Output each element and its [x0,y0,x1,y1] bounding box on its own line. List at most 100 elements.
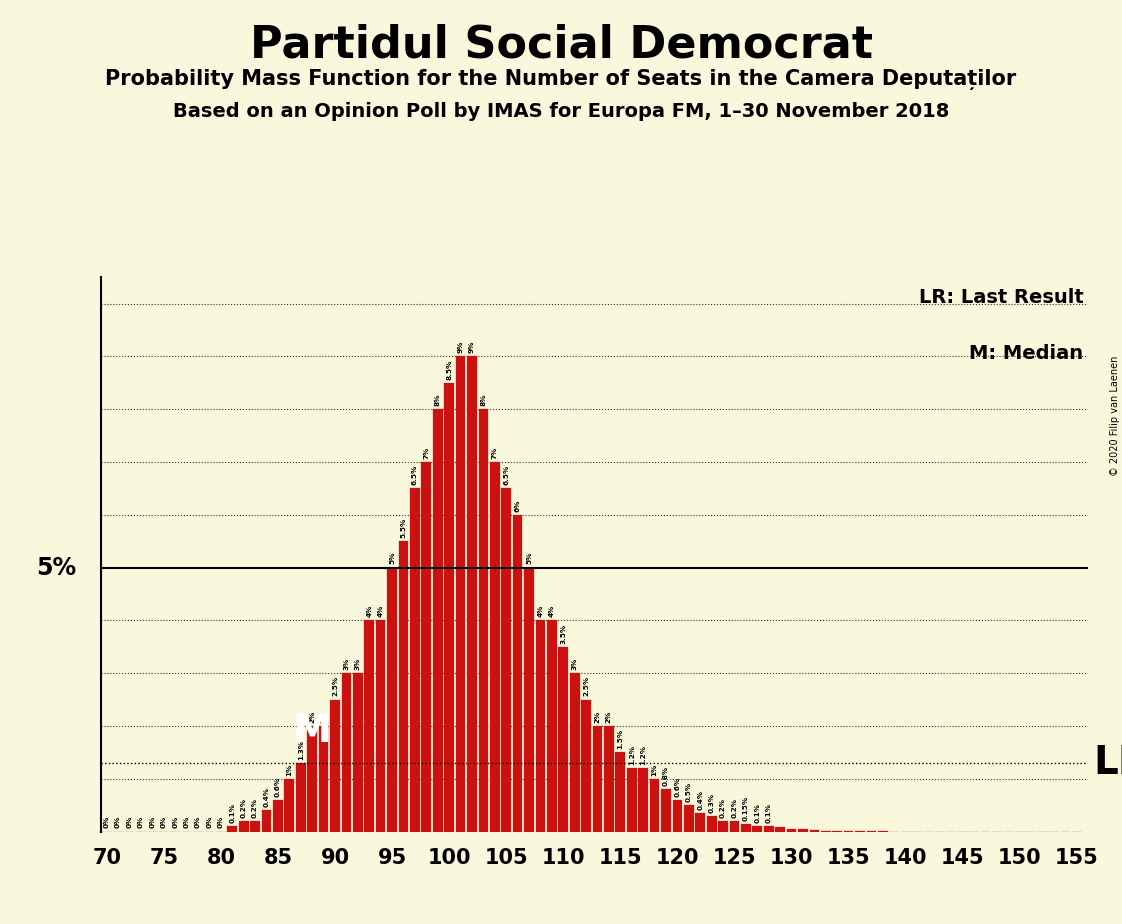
Text: 3%: 3% [572,658,578,670]
Text: 2.5%: 2.5% [583,676,589,697]
Text: 1.5%: 1.5% [617,729,624,749]
Text: 0%: 0% [138,816,144,829]
Bar [548,620,557,832]
Bar [444,383,454,832]
Text: 4%: 4% [366,605,373,617]
Bar [478,409,488,832]
Text: LR: LR [1093,744,1122,782]
Bar [775,827,785,832]
Text: LR: Last Result: LR: Last Result [919,288,1084,308]
Bar [696,813,705,832]
Bar [684,805,693,832]
Bar [616,752,625,832]
Text: 8.5%: 8.5% [447,359,452,380]
Bar [833,831,843,832]
Text: 1%: 1% [286,763,293,775]
Text: 2%: 2% [606,711,611,723]
Text: 0%: 0% [127,816,132,829]
Bar [502,489,511,832]
Text: 4%: 4% [537,605,543,617]
Text: 0.5%: 0.5% [686,782,692,802]
Text: 5%: 5% [526,552,532,565]
Text: 6%: 6% [515,499,521,512]
Bar [535,620,545,832]
Bar [410,489,420,832]
Text: 1%: 1% [652,763,657,775]
Bar [353,674,362,832]
Text: 0.8%: 0.8% [663,766,669,786]
Bar [261,810,272,832]
Bar [422,462,431,832]
Bar [810,830,819,832]
Text: 0.6%: 0.6% [674,777,680,796]
Bar [661,789,671,832]
Bar [672,800,682,832]
Text: 0%: 0% [172,816,178,829]
Text: 0.2%: 0.2% [240,797,247,818]
Bar [467,357,477,832]
Text: 0.4%: 0.4% [264,787,269,808]
Text: 0%: 0% [184,816,190,829]
Text: 0.3%: 0.3% [709,793,715,812]
Text: 0%: 0% [218,816,223,829]
Bar [341,674,351,832]
Text: 9%: 9% [469,341,475,353]
Text: Partidul Social Democrat: Partidul Social Democrat [249,23,873,67]
Text: 5%: 5% [36,555,76,579]
Text: 0%: 0% [206,816,212,829]
Text: 0.2%: 0.2% [252,797,258,818]
Bar [433,409,442,832]
Text: 8%: 8% [434,394,441,406]
Text: 1.2%: 1.2% [641,745,646,765]
Text: 3%: 3% [343,658,349,670]
Text: Probability Mass Function for the Number of Seats in the Camera Deputaților: Probability Mass Function for the Number… [105,69,1017,91]
Text: 1.2%: 1.2% [628,745,635,765]
Text: 2%: 2% [321,711,327,723]
Text: 0.15%: 0.15% [743,796,748,821]
Bar [798,830,808,832]
Bar [513,515,523,832]
Text: 0.2%: 0.2% [732,797,737,818]
Bar [228,826,237,832]
Text: 3%: 3% [355,658,361,670]
Bar [365,620,374,832]
Text: 6.5%: 6.5% [503,465,509,485]
Text: 4%: 4% [549,605,555,617]
Bar [592,726,603,832]
Text: 5.5%: 5.5% [401,517,406,538]
Text: 2.5%: 2.5% [332,676,338,697]
Bar [741,823,751,832]
Bar [570,674,580,832]
Bar [387,567,397,832]
Text: © 2020 Filip van Laenen: © 2020 Filip van Laenen [1110,356,1120,476]
Bar [250,821,260,832]
Text: 4%: 4% [378,605,384,617]
Text: 6.5%: 6.5% [412,465,417,485]
Text: 0.2%: 0.2% [720,797,726,818]
Text: 0%: 0% [116,816,121,829]
Text: 1.3%: 1.3% [297,740,304,760]
Text: 0%: 0% [103,816,110,829]
Text: 2%: 2% [310,711,315,723]
Text: Based on an Opinion Poll by IMAS for Europa FM, 1–30 November 2018: Based on an Opinion Poll by IMAS for Eur… [173,102,949,121]
Bar [273,800,283,832]
Text: 0.1%: 0.1% [765,803,772,823]
Bar [821,831,830,832]
Bar [718,821,728,832]
Bar [707,816,717,832]
Bar [787,829,797,832]
Bar [524,567,534,832]
Text: 3.5%: 3.5% [560,624,567,644]
Bar [456,357,466,832]
Bar [296,763,305,832]
Text: 7%: 7% [423,446,430,459]
Bar [581,699,591,832]
Text: 0%: 0% [149,816,155,829]
Text: M: M [293,712,331,750]
Bar [330,699,340,832]
Text: 0%: 0% [160,816,167,829]
Bar [376,620,386,832]
Bar [307,726,318,832]
Bar [490,462,499,832]
Bar [285,779,294,832]
